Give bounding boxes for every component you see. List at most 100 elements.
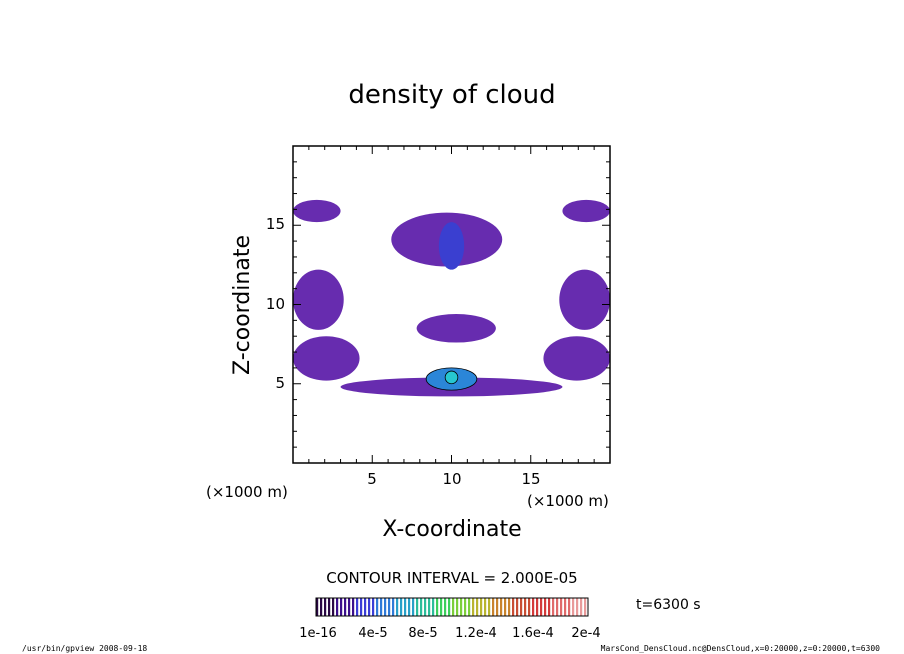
colorbar-stripe	[492, 598, 495, 616]
colorbar-stripe	[544, 598, 547, 616]
x-axis-label: X-coordinate	[382, 517, 521, 542]
colorbar-stripe	[388, 598, 391, 616]
colorbar-stripe	[536, 598, 539, 616]
colorbar-stripe	[584, 598, 587, 616]
colorbar-stripe	[564, 598, 567, 616]
colorbar-stripe	[380, 598, 383, 616]
colorbar-stripe	[464, 598, 467, 616]
footer-right: MarsCond_DensCloud.nc@DensCloud,x=0:2000…	[601, 644, 881, 653]
colorbar-stripe	[568, 598, 571, 616]
colorbar-stripe	[508, 598, 511, 616]
colorbar-label: 1e-16	[299, 626, 337, 641]
colorbar-stripe	[444, 598, 447, 616]
colorbar-stripe	[456, 598, 459, 616]
colorbar-stripe	[532, 598, 535, 616]
colorbar-stripe	[484, 598, 487, 616]
time-label: t=6300 s	[636, 597, 701, 613]
colorbar-stripe	[320, 598, 323, 616]
colorbar-stripe	[576, 598, 579, 616]
x-tick-label: 10	[442, 470, 461, 488]
cloud-region	[543, 336, 610, 381]
colorbar-stripe	[436, 598, 439, 616]
cloud-region	[438, 222, 465, 270]
colorbar-stripe	[336, 598, 339, 616]
colorbar-stripe	[324, 598, 327, 616]
colorbar-stripe	[400, 598, 403, 616]
colorbar-stripe	[452, 598, 455, 616]
colorbar-stripe	[488, 598, 491, 616]
y-tick-label: 5	[275, 374, 285, 392]
colorbar-stripe	[396, 598, 399, 616]
y-axis-label: Z-coordinate	[230, 235, 255, 375]
colorbar-stripe	[360, 598, 363, 616]
colorbar-label: 4e-5	[358, 626, 387, 641]
colorbar-stripe	[348, 598, 351, 616]
x-tick-label: 5	[367, 470, 377, 488]
colorbar-stripe	[420, 598, 423, 616]
x-tick-label: 15	[521, 470, 540, 488]
colorbar-stripe	[344, 598, 347, 616]
colorbar-stripe	[560, 598, 563, 616]
colorbar-stripe	[572, 598, 575, 616]
colorbar-stripe	[416, 598, 419, 616]
colorbar-stripe	[372, 598, 375, 616]
colorbar-stripe	[548, 598, 551, 616]
y-axis-unit: (×1000 m)	[206, 483, 288, 501]
colorbar-label: 1.2e-4	[455, 626, 497, 641]
colorbar-stripe	[384, 598, 387, 616]
cloud-region	[293, 269, 344, 330]
colorbar-stripe	[552, 598, 555, 616]
colorbar-stripe	[356, 598, 359, 616]
colorbar-label: 1.6e-4	[512, 626, 554, 641]
colorbar-stripe	[524, 598, 527, 616]
colorbar-stripe	[520, 598, 523, 616]
x-axis-unit: (×1000 m)	[527, 492, 609, 510]
cloud-region	[562, 199, 610, 223]
colorbar-stripe	[376, 598, 379, 616]
colorbar-stripe	[448, 598, 451, 616]
colorbar-stripe	[472, 598, 475, 616]
colorbar-stripe	[440, 598, 443, 616]
colorbar-stripe	[404, 598, 407, 616]
colorbar-stripe	[428, 598, 431, 616]
cloud-region	[559, 269, 610, 330]
colorbar-stripe	[392, 598, 395, 616]
colorbar-stripe	[468, 598, 471, 616]
colorbar-stripe	[368, 598, 371, 616]
colorbar-stripe	[580, 598, 583, 616]
colorbar-stripe	[496, 598, 499, 616]
colorbar-stripe	[332, 598, 335, 616]
colorbar-stripe	[340, 598, 343, 616]
colorbar-stripe	[504, 598, 507, 616]
cloud-region	[293, 336, 360, 381]
colorbar-label: 8e-5	[408, 626, 437, 641]
colorbar-stripe	[556, 598, 559, 616]
cloud-region	[444, 370, 459, 385]
cloud-region	[416, 314, 496, 343]
colorbar-stripe	[328, 598, 331, 616]
colorbar-stripe	[476, 598, 479, 616]
colorbar-stripe	[528, 598, 531, 616]
y-tick-label: 15	[266, 215, 285, 233]
colorbar-frame	[315, 597, 589, 617]
colorbar-stripe	[500, 598, 503, 616]
colorbar-stripe	[512, 598, 515, 616]
cloud-contour-fill	[293, 199, 610, 397]
colorbar-stripe	[516, 598, 519, 616]
colorbar-stripe	[352, 598, 355, 616]
contour-interval-label: CONTOUR INTERVAL = 2.000E-05	[326, 569, 577, 587]
colorbar-stripe	[408, 598, 411, 616]
colorbar-stripe	[480, 598, 483, 616]
y-tick-label: 10	[266, 295, 285, 313]
colorbar-stripe	[364, 598, 367, 616]
colorbar-stripe	[412, 598, 415, 616]
colorbar-stripe	[316, 598, 319, 616]
colorbar-stripe	[424, 598, 427, 616]
colorbar	[316, 598, 587, 616]
footer-left: /usr/bin/gpview 2008-09-18	[22, 644, 147, 653]
axis-ticks	[293, 146, 610, 463]
colorbar-label: 2e-4	[571, 626, 600, 641]
colorbar-stripe	[460, 598, 463, 616]
colorbar-stripe	[540, 598, 543, 616]
